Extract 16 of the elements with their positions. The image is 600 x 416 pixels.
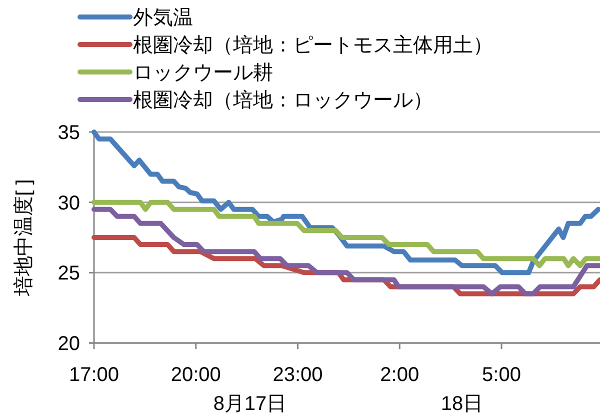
y-tick-label: 30	[58, 192, 80, 214]
y-tick-label: 25	[58, 262, 80, 285]
x-tick-label: 17:00	[68, 364, 120, 386]
x-tick-label: 20:00	[170, 364, 221, 386]
y-axis-title: 培地中温度[ ]	[13, 179, 35, 297]
legend-label: 外気温	[133, 7, 193, 29]
legend-label: 根圏冷却（培地：ロックウール）	[133, 90, 433, 112]
x-tick-label: 5:00	[482, 364, 521, 386]
text: 8月17日	[213, 393, 287, 415]
legend-label: ロックウール耕	[133, 62, 273, 84]
y-tick-label: 35	[58, 122, 80, 144]
legend-label: 根圏冷却（培地：ピートモス主体用土）	[133, 34, 493, 56]
text: 18日	[440, 393, 484, 415]
x-tick-label: 23:00	[272, 364, 323, 386]
x-tick-label: 2:00	[380, 364, 420, 386]
y-tick-label: 20	[58, 333, 80, 355]
